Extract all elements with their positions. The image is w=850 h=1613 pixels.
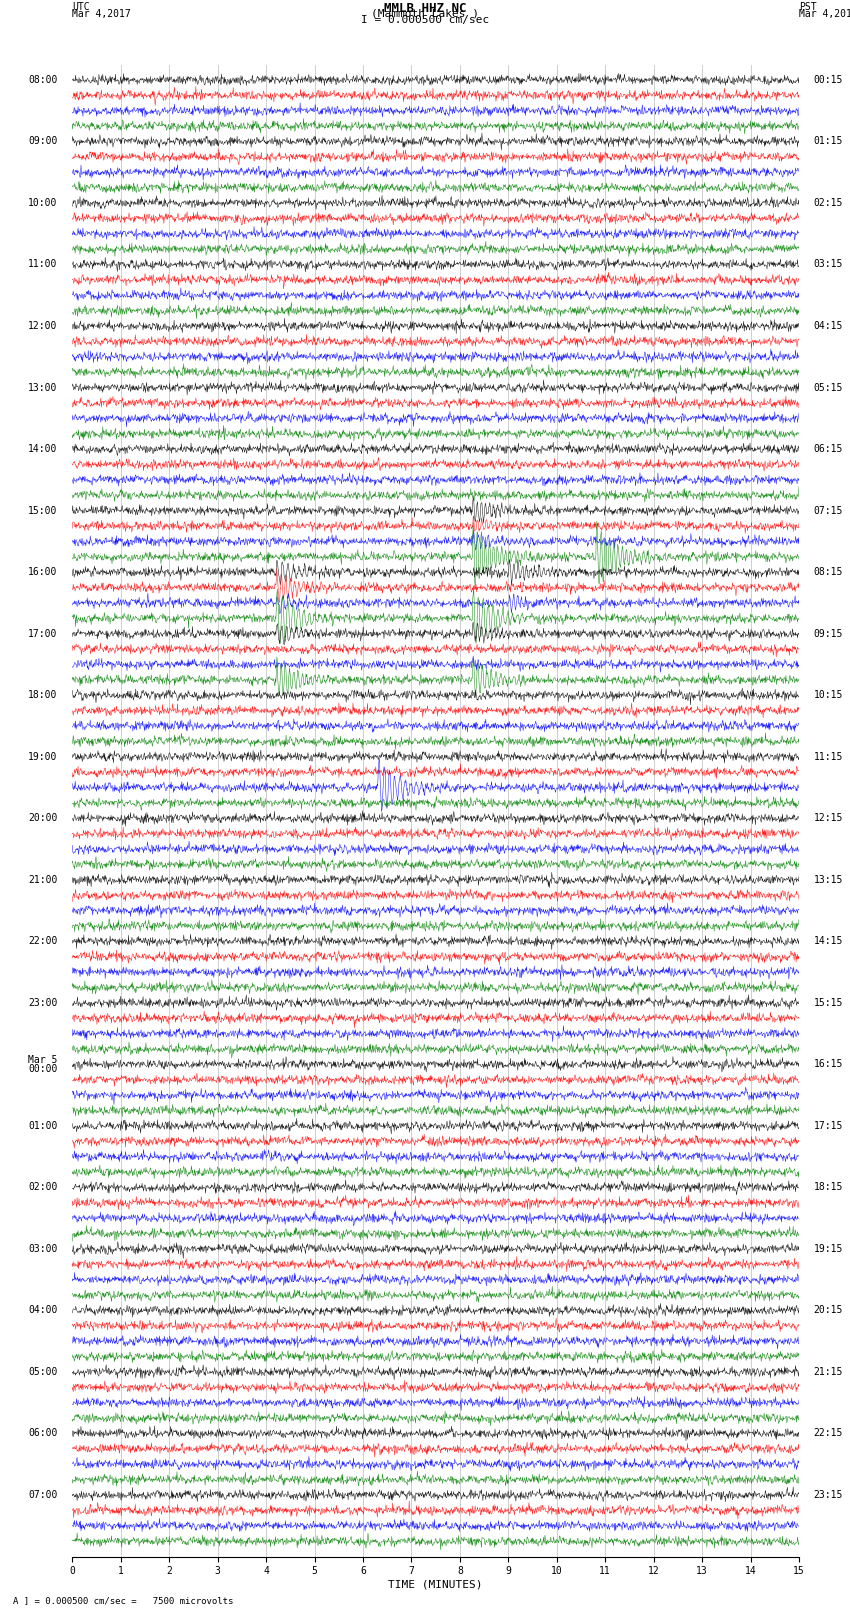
Text: 14:15: 14:15 <box>813 936 843 947</box>
Text: Mar 5
00:00: Mar 5 00:00 <box>28 1055 58 1074</box>
Text: Mar 4,2017: Mar 4,2017 <box>72 10 131 19</box>
Text: 18:00: 18:00 <box>28 690 58 700</box>
Text: 23:00: 23:00 <box>28 998 58 1008</box>
Text: (Mammoth Lakes ): (Mammoth Lakes ) <box>371 10 479 19</box>
Text: 19:15: 19:15 <box>813 1244 843 1253</box>
Text: 04:00: 04:00 <box>28 1305 58 1316</box>
Text: 06:15: 06:15 <box>813 444 843 455</box>
Text: 08:00: 08:00 <box>28 74 58 85</box>
Text: 23:15: 23:15 <box>813 1490 843 1500</box>
Text: 07:00: 07:00 <box>28 1490 58 1500</box>
Text: A ] = 0.000500 cm/sec =   7500 microvolts: A ] = 0.000500 cm/sec = 7500 microvolts <box>13 1595 233 1605</box>
Text: 22:15: 22:15 <box>813 1429 843 1439</box>
Text: UTC: UTC <box>72 3 90 13</box>
Text: 08:15: 08:15 <box>813 568 843 577</box>
Text: 15:00: 15:00 <box>28 505 58 516</box>
Text: 17:15: 17:15 <box>813 1121 843 1131</box>
Text: 09:15: 09:15 <box>813 629 843 639</box>
Text: 01:00: 01:00 <box>28 1121 58 1131</box>
Text: 11:00: 11:00 <box>28 260 58 269</box>
Text: I = 0.000500 cm/sec: I = 0.000500 cm/sec <box>361 16 489 26</box>
Text: 21:00: 21:00 <box>28 874 58 886</box>
Text: 05:15: 05:15 <box>813 382 843 392</box>
Text: 16:15: 16:15 <box>813 1060 843 1069</box>
Text: 12:15: 12:15 <box>813 813 843 823</box>
Text: 05:00: 05:00 <box>28 1366 58 1378</box>
Text: 11:15: 11:15 <box>813 752 843 761</box>
Text: 00:15: 00:15 <box>813 74 843 85</box>
Text: 07:15: 07:15 <box>813 505 843 516</box>
Text: 20:15: 20:15 <box>813 1305 843 1316</box>
Text: 02:00: 02:00 <box>28 1182 58 1192</box>
Text: 21:15: 21:15 <box>813 1366 843 1378</box>
Text: 02:15: 02:15 <box>813 198 843 208</box>
Text: 10:15: 10:15 <box>813 690 843 700</box>
Text: 22:00: 22:00 <box>28 936 58 947</box>
Text: 04:15: 04:15 <box>813 321 843 331</box>
Text: 13:15: 13:15 <box>813 874 843 886</box>
Text: 06:00: 06:00 <box>28 1429 58 1439</box>
Text: 10:00: 10:00 <box>28 198 58 208</box>
Text: 01:15: 01:15 <box>813 137 843 147</box>
Text: Mar 4,2017: Mar 4,2017 <box>799 10 850 19</box>
Text: 18:15: 18:15 <box>813 1182 843 1192</box>
Text: 13:00: 13:00 <box>28 382 58 392</box>
Text: 16:00: 16:00 <box>28 568 58 577</box>
Text: MMLB HHZ NC: MMLB HHZ NC <box>383 3 467 16</box>
Text: 17:00: 17:00 <box>28 629 58 639</box>
Text: 09:00: 09:00 <box>28 137 58 147</box>
Text: 19:00: 19:00 <box>28 752 58 761</box>
X-axis label: TIME (MINUTES): TIME (MINUTES) <box>388 1579 483 1589</box>
Text: 20:00: 20:00 <box>28 813 58 823</box>
Text: 14:00: 14:00 <box>28 444 58 455</box>
Text: PST: PST <box>799 3 817 13</box>
Text: 03:00: 03:00 <box>28 1244 58 1253</box>
Text: 12:00: 12:00 <box>28 321 58 331</box>
Text: 15:15: 15:15 <box>813 998 843 1008</box>
Text: 03:15: 03:15 <box>813 260 843 269</box>
